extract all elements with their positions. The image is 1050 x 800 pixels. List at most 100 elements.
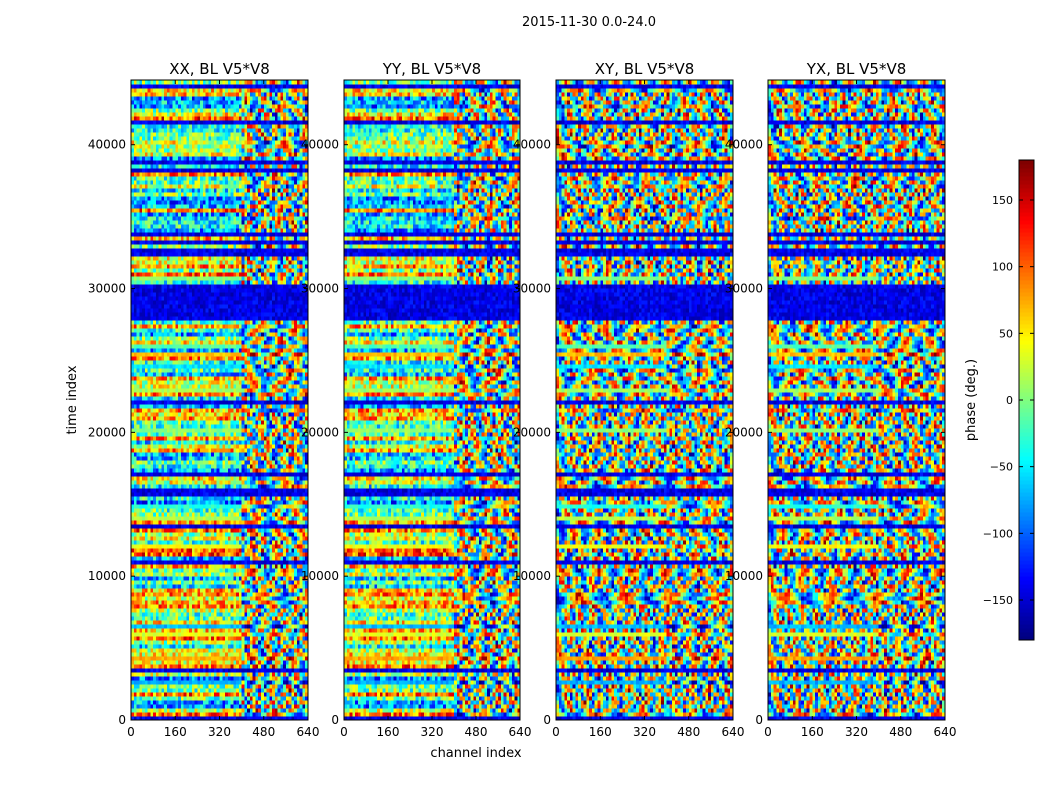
colorbar-segment xyxy=(1019,608,1034,613)
colorbar-segment xyxy=(1019,264,1034,269)
y-tick-label: 0 xyxy=(331,713,339,727)
colorbar-segment xyxy=(1019,512,1034,517)
x-tick-label: 640 xyxy=(722,725,745,739)
colorbar-segment xyxy=(1019,400,1034,405)
x-tick-label: 480 xyxy=(465,725,488,739)
colorbar-tick-label: −50 xyxy=(990,461,1013,474)
colorbar-segment xyxy=(1019,336,1034,341)
y-tick-label: 30000 xyxy=(301,282,339,296)
colorbar-tick-label: 100 xyxy=(992,261,1013,274)
colorbar-segment xyxy=(1019,320,1034,325)
colorbar-segment xyxy=(1019,548,1034,553)
x-tick-label: 160 xyxy=(164,725,187,739)
colorbar-segment xyxy=(1019,532,1034,537)
colorbar-segment xyxy=(1019,304,1034,309)
colorbar-segment xyxy=(1019,356,1034,361)
panel-title: XX, BL V5*V8 xyxy=(169,60,270,78)
y-tick-label: 40000 xyxy=(301,138,339,152)
y-tick-label: 0 xyxy=(543,713,551,727)
colorbar-segment xyxy=(1019,492,1034,497)
colorbar-segment xyxy=(1019,600,1034,605)
colorbar-segment xyxy=(1019,296,1034,301)
colorbar-segment xyxy=(1019,624,1034,629)
x-tick-label: 480 xyxy=(252,725,275,739)
colorbar-tick-label: −150 xyxy=(983,594,1013,607)
colorbar-segment xyxy=(1019,448,1034,453)
colorbar-segment xyxy=(1019,248,1034,253)
colorbar-segment xyxy=(1019,564,1034,569)
colorbar-segment xyxy=(1019,168,1034,173)
colorbar-segment xyxy=(1019,528,1034,533)
colorbar-segment xyxy=(1019,384,1034,389)
colorbar-segment xyxy=(1019,452,1034,457)
x-tick-label: 0 xyxy=(552,725,560,739)
colorbar-segment xyxy=(1019,280,1034,285)
colorbar-segment xyxy=(1019,216,1034,221)
colorbar-segment xyxy=(1019,560,1034,565)
colorbar-segment xyxy=(1019,460,1034,465)
colorbar-segment xyxy=(1019,360,1034,365)
colorbar-segment xyxy=(1019,252,1034,257)
x-tick-label: 0 xyxy=(127,725,135,739)
colorbar-segment xyxy=(1019,176,1034,181)
colorbar-segment xyxy=(1019,592,1034,597)
colorbar-segment xyxy=(1019,392,1034,397)
panel-xy: XY, BL V5*V8 0 160 320 480 640 0 10000 20000 300… xyxy=(513,60,745,739)
colorbar-segment xyxy=(1019,256,1034,261)
colorbar-segment xyxy=(1019,348,1034,353)
y-tick-label: 20000 xyxy=(513,425,551,439)
colorbar-segment xyxy=(1019,244,1034,249)
colorbar-segment xyxy=(1019,500,1034,505)
colorbar-segment xyxy=(1019,380,1034,385)
x-tick-label: 640 xyxy=(509,725,532,739)
colorbar-segment xyxy=(1019,180,1034,185)
x-tick-label: 0 xyxy=(340,725,348,739)
colorbar-segment xyxy=(1019,368,1034,373)
x-tick-label: 320 xyxy=(208,725,231,739)
colorbar-segment xyxy=(1019,200,1034,205)
colorbar-segment xyxy=(1019,228,1034,233)
x-tick-label: 320 xyxy=(633,725,656,739)
colorbar-segment xyxy=(1019,276,1034,281)
colorbar: 150 100 50 0 −50 −100 −150 xyxy=(983,159,1035,641)
phase-image xyxy=(556,80,734,721)
colorbar-segment xyxy=(1019,580,1034,585)
colorbar-segment xyxy=(1019,472,1034,477)
colorbar-segment xyxy=(1019,516,1034,521)
colorbar-segment xyxy=(1019,376,1034,381)
x-tick-label: 480 xyxy=(677,725,700,739)
y-tick-label: 0 xyxy=(118,713,126,727)
colorbar-tick-label: −100 xyxy=(983,527,1013,540)
colorbar-segment xyxy=(1019,584,1034,589)
colorbar-segment xyxy=(1019,488,1034,493)
y-tick-label: 0 xyxy=(755,713,763,727)
colorbar-segment xyxy=(1019,188,1034,193)
x-tick-label: 160 xyxy=(589,725,612,739)
colorbar-segment xyxy=(1019,496,1034,501)
colorbar-segment xyxy=(1019,636,1034,641)
colorbar-segment xyxy=(1019,476,1034,481)
colorbar-segment xyxy=(1019,588,1034,593)
colorbar-label: phase (deg.) xyxy=(964,359,979,441)
colorbar-segment xyxy=(1019,212,1034,217)
y-axis-label: time index xyxy=(65,365,80,434)
colorbar-segment xyxy=(1019,520,1034,525)
colorbar-segment xyxy=(1019,332,1034,337)
colorbar-segment xyxy=(1019,456,1034,461)
colorbar-segment xyxy=(1019,300,1034,305)
y-tick-label: 40000 xyxy=(513,138,551,152)
colorbar-segment xyxy=(1019,240,1034,245)
colorbar-segment xyxy=(1019,172,1034,177)
x-tick-label: 160 xyxy=(801,725,824,739)
colorbar-segment xyxy=(1019,408,1034,413)
colorbar-segment xyxy=(1019,556,1034,561)
y-tick-label: 10000 xyxy=(725,569,763,583)
colorbar-segment xyxy=(1019,284,1034,289)
panel-yy: YY, BL V5*V8 0 160 320 480 640 0 10000 20000 300… xyxy=(301,60,532,739)
colorbar-segment xyxy=(1019,440,1034,445)
panel-xx: XX, BL V5*V8 0 160 320 480 640 0 10000 20000 300… xyxy=(88,60,320,739)
colorbar-segment xyxy=(1019,192,1034,197)
colorbar-segment xyxy=(1019,260,1034,265)
y-tick-label: 10000 xyxy=(513,569,551,583)
panel-yx: YX, BL V5*V8 0 160 320 480 640 0 10000 20000 300… xyxy=(725,60,957,739)
